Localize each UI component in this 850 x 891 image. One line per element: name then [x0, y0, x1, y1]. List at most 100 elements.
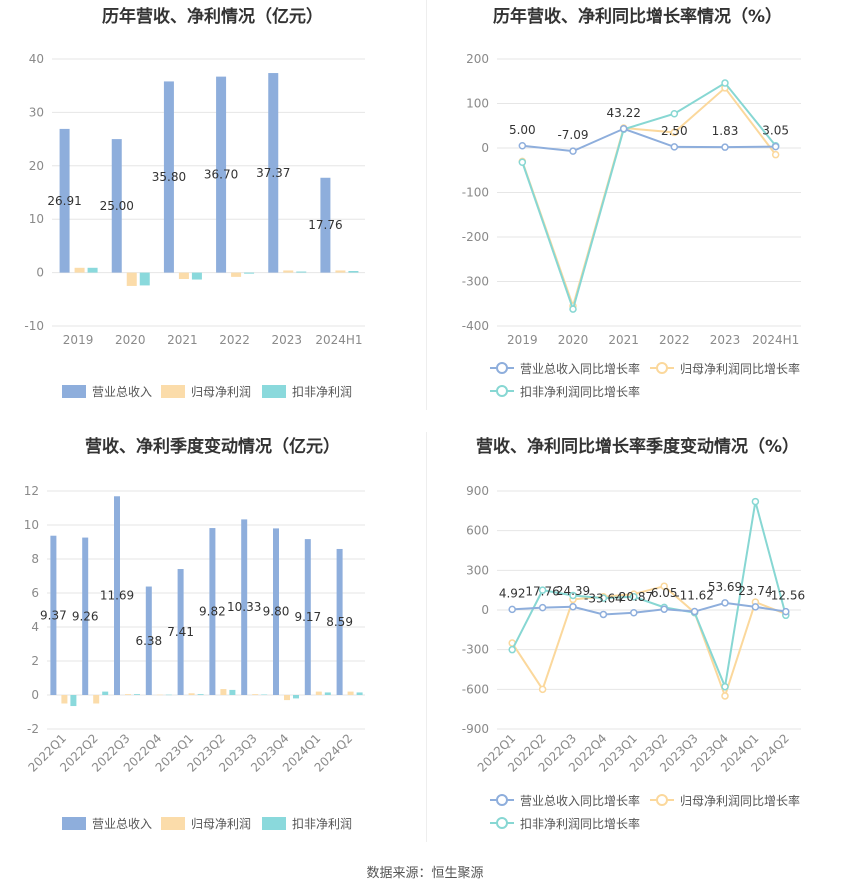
netprofit-bar: [335, 270, 346, 273]
deducted-bar: [191, 272, 202, 280]
x-tick-label: 2024H1: [315, 333, 362, 347]
series-point: [670, 128, 679, 137]
legend-label: 归母净利润同比增长率: [680, 793, 800, 808]
deducted-bar: [134, 694, 140, 695]
x-tick-label: 2020: [558, 333, 589, 347]
growth-data-label: 2.50: [661, 124, 688, 138]
y-tick-label: 10: [29, 212, 44, 226]
y-tick-label: 20: [29, 159, 44, 173]
panel-divider: [426, 0, 427, 410]
series-line: [511, 501, 787, 691]
series-line: [511, 585, 787, 700]
revenue-data-label: 9.26: [72, 609, 99, 623]
y-tick-label: 30: [29, 105, 44, 119]
revenue-data-label: 25.00: [100, 199, 134, 213]
legend-swatch: [161, 817, 185, 830]
revenue-data-label: 10.33: [227, 600, 261, 614]
revenue-bar: [320, 177, 331, 273]
deducted-bar: [324, 692, 331, 695]
y-tick-label: 4: [31, 620, 39, 634]
growth-data-label: -20.87: [614, 590, 653, 604]
panel-divider: [426, 432, 427, 842]
annual-growth-rate-plot: -400 -300 -200 -100 0 100 200 2019 2020 2021 2022 2…: [462, 52, 801, 399]
legend-label: 归母净利润同比增长率: [680, 361, 800, 376]
deducted-bar: [87, 267, 98, 273]
legend-label: 营业总收入同比增长率: [520, 361, 640, 376]
y-tick-label: -300: [462, 275, 489, 289]
netprofit-bar: [93, 695, 100, 704]
series-point: [569, 305, 577, 313]
x-tick-label: 2021: [167, 333, 198, 347]
revenue-bar: [177, 569, 184, 695]
y-tick-label: 6: [31, 586, 39, 600]
growth-data-label: 3.05: [762, 124, 789, 138]
legend-swatch: [161, 385, 185, 398]
series-point: [771, 150, 780, 159]
quarterly-growth-rate-plot: -900-600-30003006009002022Q12022Q22022Q3…: [462, 484, 805, 831]
y-tick-label: -900: [462, 722, 489, 736]
growth-data-label: -11.62: [675, 589, 714, 603]
series-point: [538, 603, 547, 612]
series-point: [751, 603, 760, 611]
revenue-bar: [50, 535, 57, 695]
netprofit-bar: [188, 693, 195, 695]
revenue-bar: [268, 73, 279, 273]
y-tick-label: 8: [31, 552, 39, 566]
legend-swatch: [262, 817, 286, 830]
revenue-bar: [163, 81, 174, 273]
deducted-bar: [244, 272, 255, 274]
legend-label: 营业总收入: [92, 817, 152, 831]
legend-label: 扣非净利润: [292, 817, 352, 831]
deducted-bar: [102, 691, 109, 695]
growth-data-label: 43.22: [606, 106, 640, 120]
netprofit-bar: [283, 270, 294, 273]
deducted-bar: [348, 270, 359, 273]
revenue-data-label: 36.70: [204, 168, 238, 182]
series-point: [508, 645, 516, 654]
deducted-bar: [165, 694, 172, 696]
growth-data-label: -33.64: [584, 591, 623, 605]
growth-data-label: -7.09: [557, 128, 588, 142]
legend-marker: [496, 362, 508, 374]
growth-data-label: 24.39: [556, 584, 590, 598]
x-tick-label: 2022: [659, 333, 690, 347]
revenue-bar: [241, 519, 248, 695]
revenue-bar: [209, 528, 216, 695]
series-point: [690, 607, 699, 616]
revenue-bar: [82, 537, 89, 695]
data-source-label: 数据来源：恒生聚源: [366, 866, 484, 881]
series-point: [721, 79, 729, 87]
revenue-bar: [273, 528, 279, 695]
growth-data-label: 6.05: [651, 586, 678, 600]
legend-label: 归母净利润: [191, 385, 251, 399]
annual-revenue-profit-chart: 历年营收、净利情况（亿元） -10 0 10 20 30 40 2019 2020 2021 20…: [0, 0, 425, 430]
growth-data-label: 4.92: [499, 586, 526, 600]
deducted-bar: [197, 694, 204, 695]
revenue-data-label: 37.37: [256, 166, 290, 180]
revenue-data-label: 7.41: [167, 625, 194, 639]
series-point: [619, 125, 628, 133]
netprofit-bar: [347, 691, 354, 695]
y-tick-label: 900: [466, 484, 489, 498]
chart-title: 营收、净利季度变动情况（亿元）: [85, 437, 340, 457]
y-tick-label: 12: [24, 484, 39, 498]
y-tick-label: 0: [481, 141, 489, 155]
series-point: [751, 497, 760, 506]
growth-data-label: 53.69: [708, 580, 742, 594]
deducted-bar: [70, 695, 77, 707]
deducted-bar: [229, 689, 236, 695]
revenue-bar: [114, 496, 120, 695]
series-point: [721, 143, 729, 151]
y-tick-label: -100: [462, 186, 489, 200]
x-tick-label: 2021: [608, 333, 639, 347]
x-tick-label: 2020: [115, 333, 146, 347]
revenue-bar: [336, 548, 343, 695]
legend-label: 扣非净利润同比增长率: [520, 384, 640, 399]
revenue-bar: [216, 76, 227, 273]
deducted-bar: [139, 272, 150, 286]
legend-label: 营业总收入同比增长率: [520, 793, 640, 808]
deducted-bar: [293, 695, 299, 699]
legend-swatch: [62, 817, 86, 830]
y-tick-label: 300: [466, 563, 489, 577]
netprofit-bar: [231, 272, 242, 277]
